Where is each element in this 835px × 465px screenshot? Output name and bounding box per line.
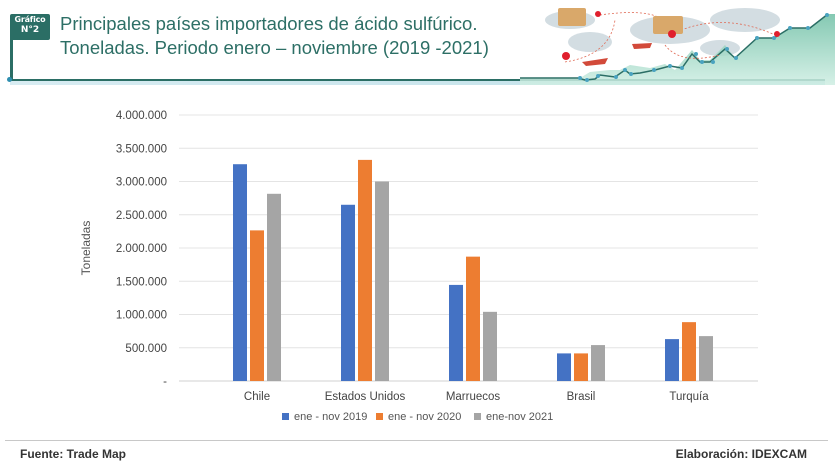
x-tick-label: Brasil [567,391,596,403]
trade-map-illustration [520,8,835,85]
bar [358,159,372,381]
mountain-area [520,14,835,85]
source-note: Fuente: Trade Map [20,447,127,461]
page-title: Principales países importadores de ácido… [60,12,489,60]
legend-label: ene - nov 2019 [294,411,367,423]
y-tick-label: 500.000 [125,343,167,355]
x-axis-ticks: Chile Estados Unidos Marruecos Brasil Turquí… [244,391,709,403]
footer-divider [5,440,828,441]
bar [574,353,588,381]
legend-label: ene-nov 2021 [486,411,553,423]
title-line-2: Toneladas. Periodo enero – noviembre (20… [60,37,489,58]
bar [483,311,497,381]
bar [449,284,463,381]
x-tick-label: Estados Unidos [325,391,406,403]
title-line-1: Principales países importadores de ácido… [60,13,478,34]
y-tick-label: 3.000.000 [116,177,167,189]
bar [682,322,696,381]
package-icons [558,8,683,34]
credit-note: Elaboración: IDEXCAM [675,447,807,461]
bar [341,204,355,381]
legend-swatch [282,413,289,420]
bar [233,164,247,381]
route-lines [564,12,776,63]
y-tick-label: 2.500.000 [116,210,167,222]
bar [591,345,605,381]
x-tick-label: Chile [244,391,270,403]
header: Gráfico N°2 Principales países importado… [0,0,835,88]
y-tick-label: 3.500.000 [116,143,167,155]
y-tick-label: 1.500.000 [116,276,167,288]
header-dot [7,77,12,82]
bar [557,353,571,381]
y-tick-label: 1.000.000 [116,310,167,322]
badge-label: Gráfico [14,15,46,24]
header-underline-shadow [10,81,825,85]
header-underline [10,79,825,81]
bar [466,256,480,381]
legend-swatch [474,413,481,420]
ship-icons [582,43,652,66]
y-tick-label: - [163,376,167,388]
legend-swatch [376,413,383,420]
chart-number-badge: Gráfico N°2 [10,14,50,40]
bar [665,339,679,381]
legend: ene - nov 2019 ene - nov 2020 ene-nov 2021 [282,411,553,423]
bar [375,181,389,381]
legend-label: ene - nov 2020 [388,411,461,423]
y-tick-label: 2.000.000 [116,243,167,255]
y-axis-ticks: - 500.000 1.000.000 1.500.000 2.000.000 2.500… [116,110,167,388]
x-tick-label: Marruecos [446,391,501,403]
y-tick-label: 4.000.000 [116,110,167,122]
badge-number: N°2 [20,25,40,35]
bar [267,193,281,381]
bar [699,336,713,381]
bar [250,230,264,381]
location-pin-icons [562,11,780,60]
y-axis-label: Toneladas [79,221,93,276]
bar-chart: - 500.000 1.000.000 1.500.000 2.000.000 2.500… [79,110,758,423]
bars [233,159,713,381]
x-tick-label: Turquía [669,391,709,403]
header-vertical-rule [10,38,13,81]
